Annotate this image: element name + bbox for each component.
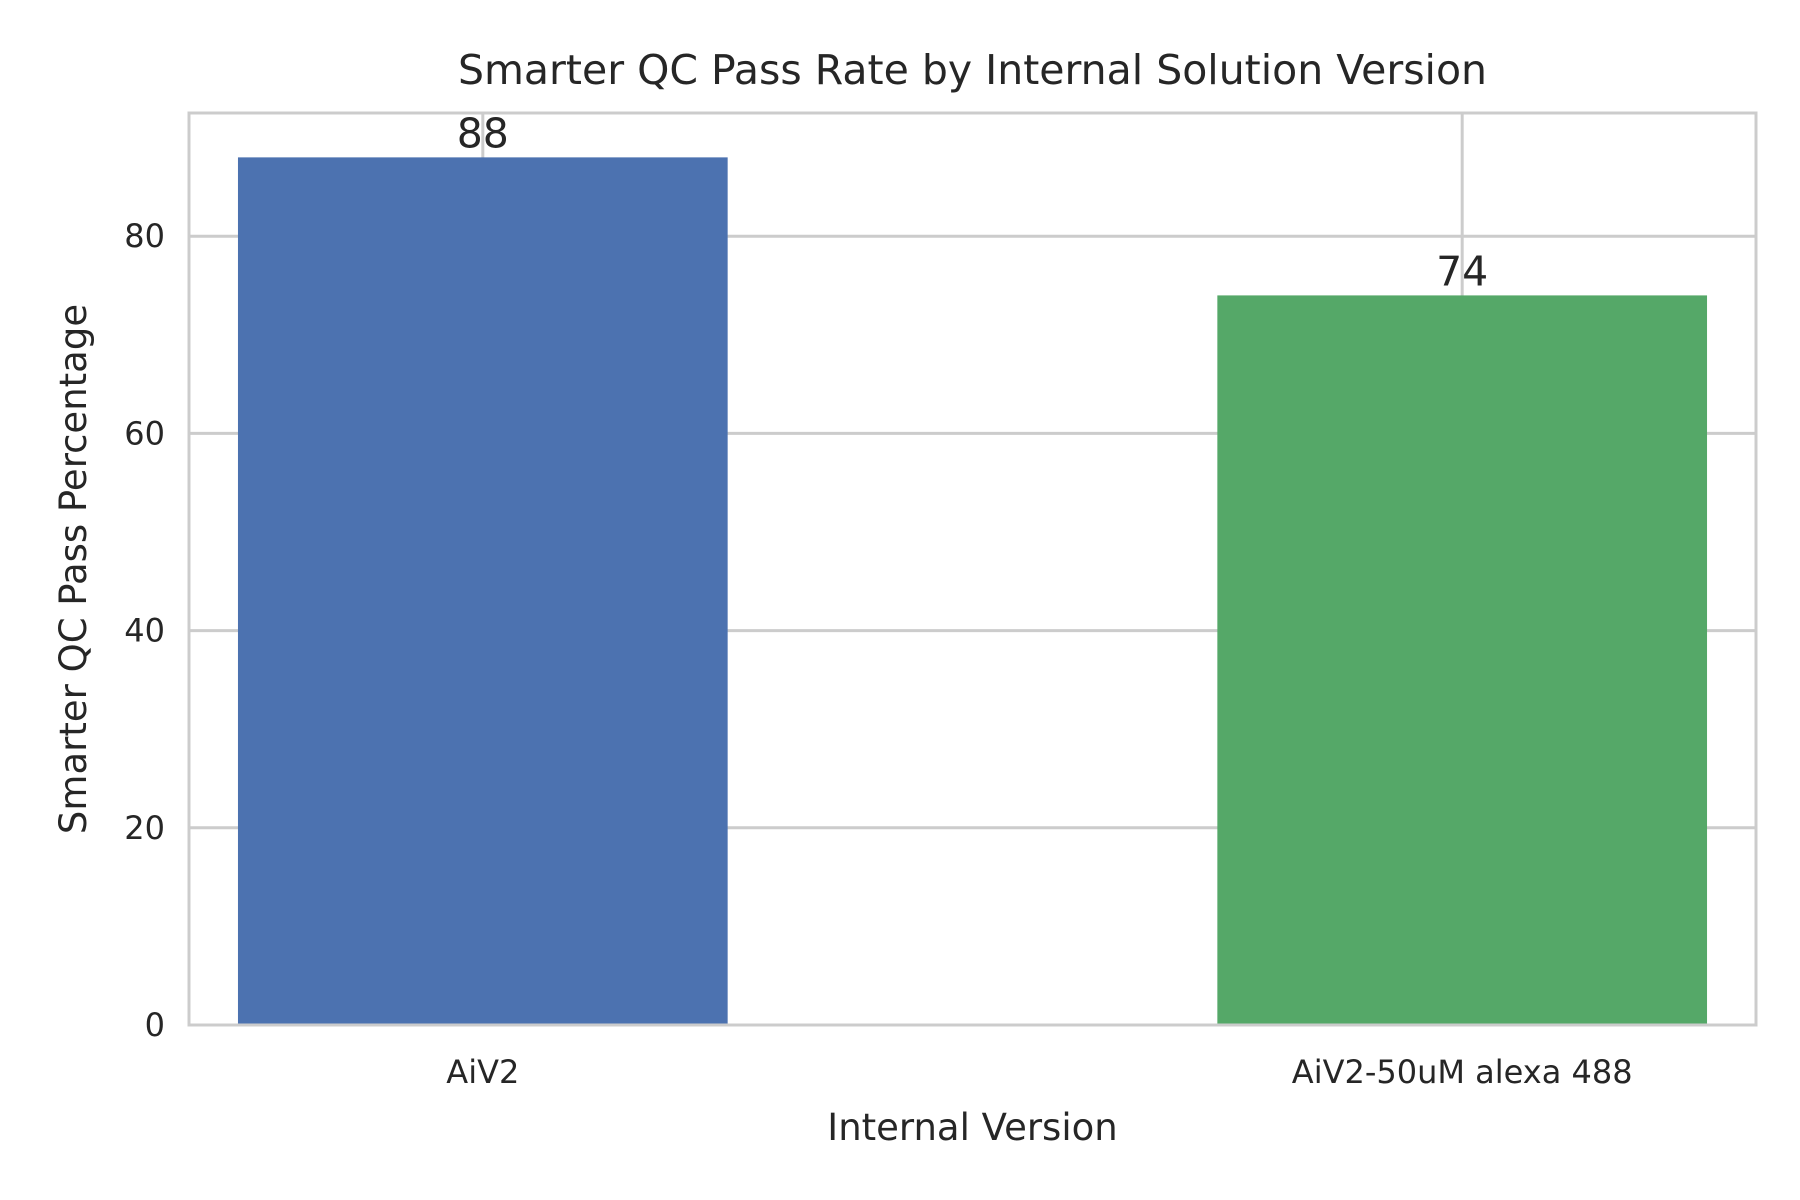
y-axis-label: Smarter QC Pass Percentage	[52, 304, 95, 834]
plot-frame	[187, 111, 1758, 1027]
y-tick-label: 60	[124, 414, 165, 452]
bar-aiv2-50um-alexa-488	[1217, 295, 1708, 1025]
data-label: 74	[1436, 247, 1488, 295]
chart-title: Smarter QC Pass Rate by Internal Solutio…	[458, 46, 1487, 94]
bar-aiv2	[237, 157, 728, 1026]
y-tick-label: 0	[145, 1006, 165, 1044]
x-tick-label: AiV2-50uM alexa 488	[1292, 1053, 1633, 1091]
bars	[237, 157, 1708, 1026]
x-axis-label: Internal Version	[827, 1106, 1117, 1149]
y-tick-label: 40	[124, 612, 165, 650]
x-tick-label: AiV2	[446, 1053, 519, 1091]
tick-labels: 0 20 40 60 80 AiV2 AiV2-50uM alexa 488	[124, 217, 1632, 1091]
y-tick-label: 20	[124, 809, 165, 847]
y-tick-label: 80	[124, 217, 165, 255]
data-label: 88	[457, 109, 509, 157]
data-labels: 88 74	[457, 109, 1489, 295]
